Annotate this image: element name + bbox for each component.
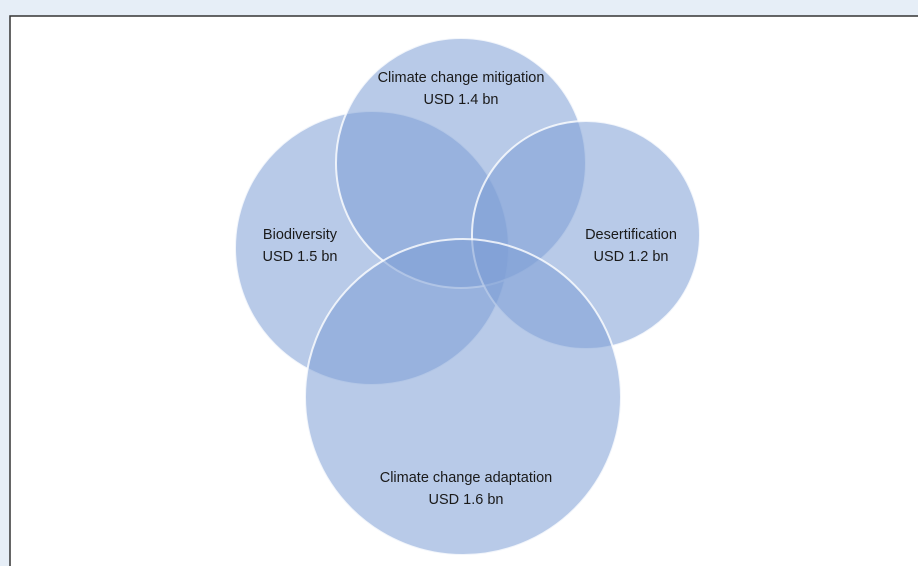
node-amount: USD 1.4 bn bbox=[424, 92, 499, 108]
node-amount: USD 1.5 bn bbox=[263, 249, 338, 265]
node-name: Climate change adaptation bbox=[380, 470, 553, 486]
node-name: Climate change mitigation bbox=[378, 70, 545, 86]
node-amount: USD 1.6 bn bbox=[429, 492, 504, 508]
node-amount: USD 1.2 bn bbox=[594, 249, 669, 265]
node-name: Biodiversity bbox=[263, 227, 338, 243]
node-name: Desertification bbox=[585, 227, 677, 243]
circle-adaptation bbox=[304, 238, 622, 556]
